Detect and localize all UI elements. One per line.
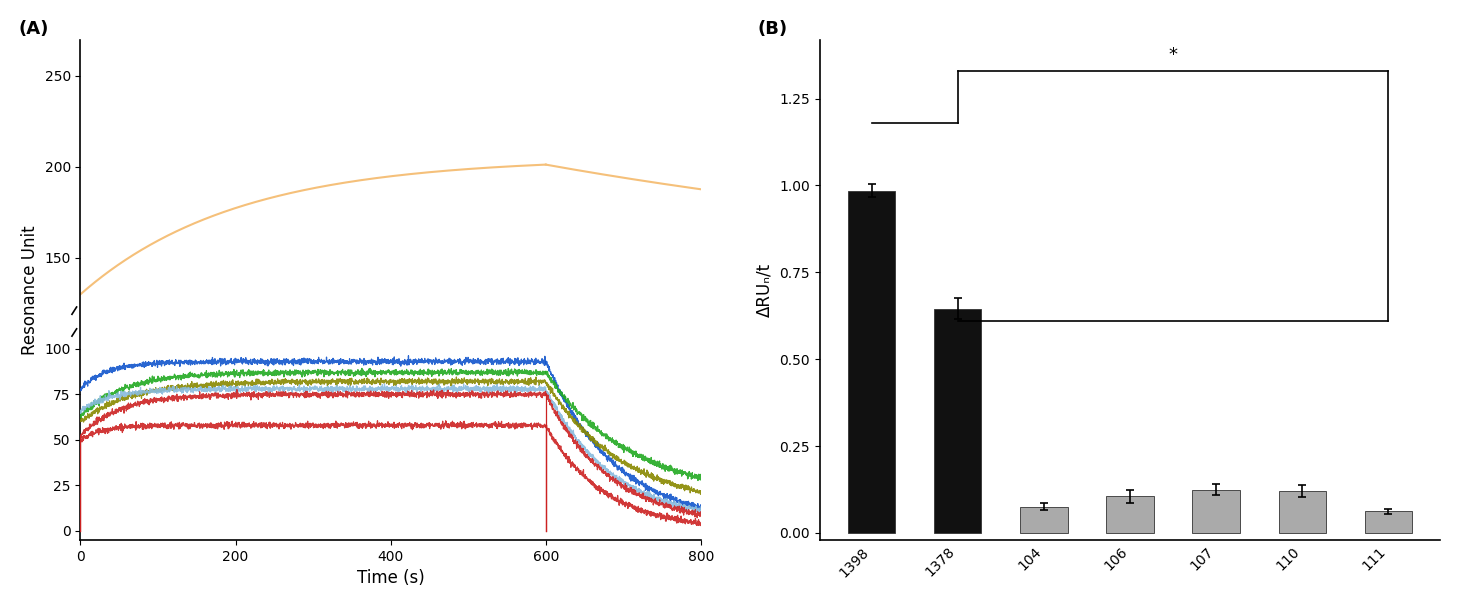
Bar [1020,507,1068,533]
Bar [1106,497,1154,533]
X-axis label: Time (s): Time (s) [356,569,425,587]
Text: (B): (B) [758,19,787,38]
Y-axis label: ΔRUₙ/t: ΔRUₙ/t [755,263,774,317]
Bar [1365,511,1411,533]
Bar [934,309,982,533]
Bar [1278,491,1327,533]
Text: (A): (A) [19,19,48,38]
Bar [1192,489,1240,533]
Y-axis label: Resonance Unit: Resonance Unit [20,225,39,354]
Text: *: * [1169,46,1178,64]
Bar [847,191,896,533]
